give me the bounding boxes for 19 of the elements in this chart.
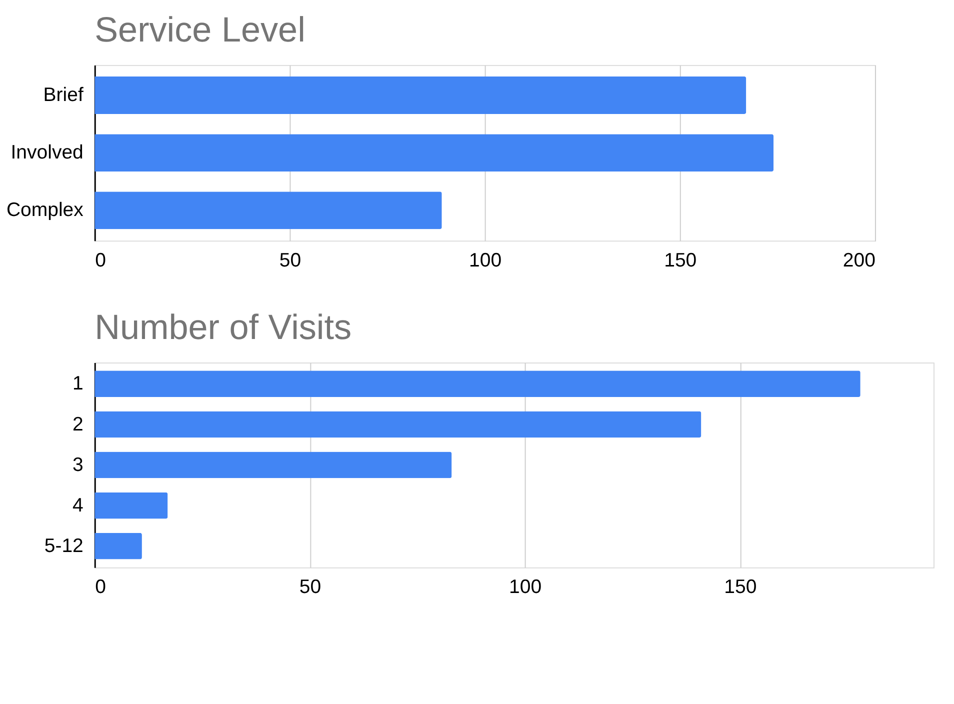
x-tick-label: 0 bbox=[95, 249, 106, 272]
x-tick-label: 150 bbox=[724, 576, 757, 598]
y-tick-label: 4 bbox=[72, 494, 84, 516]
x-tick-label: 100 bbox=[469, 249, 502, 272]
y-tick-label: Involved bbox=[10, 142, 84, 164]
chart-title: Service Level bbox=[94, 10, 306, 50]
x-tick-label: 200 bbox=[842, 249, 876, 272]
x-tick-label: 50 bbox=[279, 249, 302, 272]
x-tick-label: 0 bbox=[95, 576, 106, 598]
y-tick-label: Complex bbox=[6, 199, 84, 222]
x-tick-label: 50 bbox=[299, 576, 322, 598]
y-tick-label: 5-12 bbox=[44, 534, 84, 557]
chart-title: Number of Visits bbox=[94, 308, 352, 348]
y-tick-label: 1 bbox=[72, 372, 84, 395]
x-tick-label: 100 bbox=[509, 576, 542, 598]
x-tick-label: 150 bbox=[664, 249, 697, 272]
y-tick-label: Brief bbox=[43, 84, 84, 106]
y-tick-label: 2 bbox=[72, 413, 84, 436]
y-tick-label: 3 bbox=[72, 454, 84, 476]
